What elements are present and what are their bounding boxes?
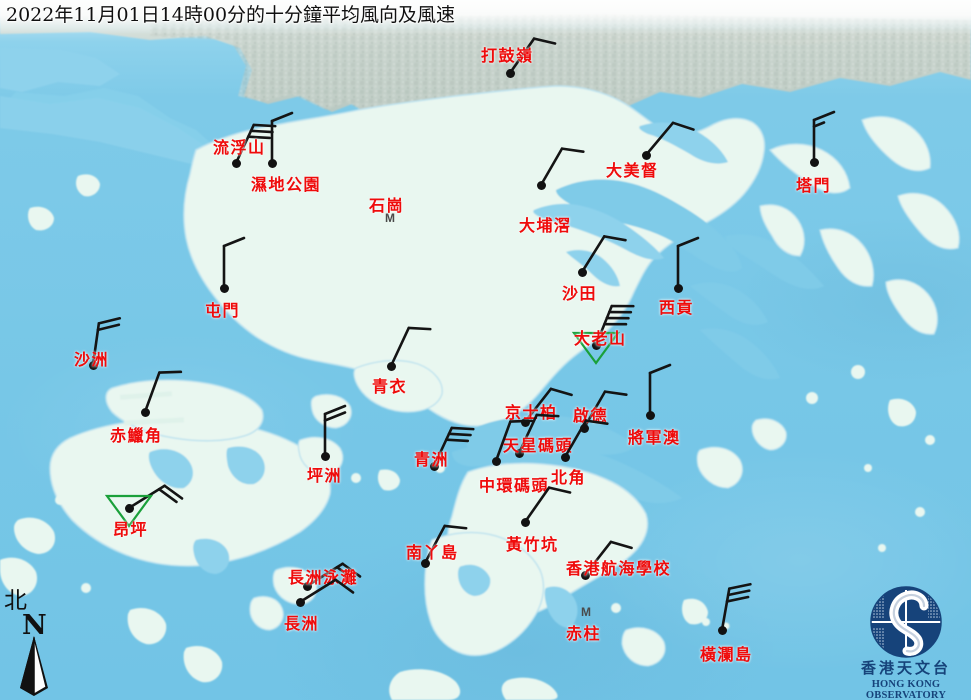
station-dot (295, 597, 305, 607)
station-label: 沙洲 (74, 350, 110, 369)
station-dot (809, 157, 819, 167)
station-label: 坪洲 (307, 466, 343, 485)
page-title: 2022年11月01日14時00分的十分鐘平均風向及風速 (6, 4, 456, 26)
logo-name-cn: 香港天文台 (860, 659, 951, 677)
station-dot (420, 558, 430, 568)
station-label: 西貢 (659, 298, 695, 317)
station-label: 塔門 (796, 176, 832, 195)
station-dot (641, 150, 651, 160)
station-label: 流浮山 (213, 138, 266, 157)
station-label: 打鼓嶺 (481, 46, 534, 65)
compass-rose: 北 N (4, 590, 64, 696)
station-dot (514, 448, 524, 458)
station-dot (429, 461, 439, 471)
station-dot (267, 158, 277, 168)
station-dot (577, 267, 587, 277)
station-label: 沙田 (562, 284, 598, 303)
compass-label-cn: 北 (4, 588, 27, 614)
station-label: 南丫島 (406, 543, 459, 562)
station-label: 石崗 (369, 196, 405, 215)
station-dot (591, 340, 601, 350)
logo-name-en: HONG KONG OBSERVATORY (865, 679, 947, 700)
hko-swirl-logo (870, 586, 942, 658)
station-label: 赤柱 (566, 624, 602, 643)
station-dot (536, 180, 546, 190)
station-label: 大美督 (606, 161, 659, 180)
station-label: 京士柏 (505, 403, 558, 422)
station-dot (491, 456, 501, 466)
station-label: 大埔滘 (519, 216, 572, 235)
station-label: 濕地公園 (251, 175, 322, 194)
station-dot (505, 68, 515, 78)
station-label: 長洲 (284, 614, 320, 633)
station-label: 黃竹坑 (506, 535, 559, 554)
station-dot (645, 410, 655, 420)
station-dot (580, 570, 590, 580)
top-haze-overlay (0, 0, 971, 34)
compass-label-en: N (22, 610, 47, 641)
station-label: 昂坪 (113, 520, 149, 539)
station-dot (673, 283, 683, 293)
station-dot (320, 451, 330, 461)
station-dot (231, 158, 241, 168)
station-label: 赤鱲角 (110, 426, 163, 445)
station-dot (520, 517, 530, 527)
hko-logo: 香港天文台 HONG KONG OBSERVATORY (846, 586, 966, 700)
station-label: 天星碼頭 (503, 436, 574, 455)
missing-data-marker: M (385, 211, 395, 225)
station-dot (386, 361, 396, 371)
station-label: 長洲泳灘 (288, 568, 359, 587)
north-arrow-icon (20, 636, 48, 696)
station-label: 屯門 (205, 301, 241, 320)
station-label: 北角 (551, 468, 587, 487)
station-dot (560, 452, 570, 462)
station-dot (124, 503, 134, 513)
station-label: 青衣 (372, 377, 408, 396)
station-label: 大老山 (574, 329, 627, 348)
station-label: 將軍澳 (628, 428, 681, 447)
station-label: 青洲 (414, 450, 450, 469)
station-dot (219, 283, 229, 293)
station-dot (88, 360, 98, 370)
station-dot (717, 625, 727, 635)
station-label: 啟德 (573, 406, 609, 425)
station-label: 橫瀾島 (700, 645, 753, 664)
missing-data-marker: M (581, 605, 591, 619)
station-dot (140, 407, 150, 417)
station-label: 香港航海學校 (566, 559, 672, 578)
station-label: 中環碼頭 (479, 476, 550, 495)
